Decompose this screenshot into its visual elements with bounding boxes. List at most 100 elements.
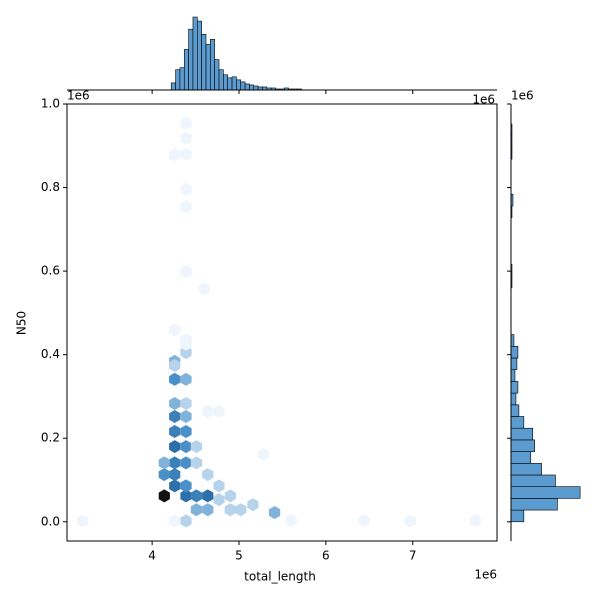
histogram-bar (218, 69, 224, 91)
histogram-bar (205, 44, 211, 91)
histogram-bar (510, 509, 525, 523)
histogram-bar (197, 20, 202, 91)
hexbin-cell (169, 456, 181, 470)
hexbin-cell (224, 503, 236, 517)
hexbin-cell (190, 503, 203, 517)
hexbin-cell (158, 468, 170, 482)
hexbin-cell (180, 337, 192, 351)
histogram-bar (510, 381, 519, 394)
hexbin-cell (180, 456, 192, 470)
histogram-bar (510, 439, 536, 452)
hexbin-cell (198, 282, 210, 296)
x-axis-label: total_length (244, 570, 316, 584)
hexbin-cell (169, 410, 181, 423)
histogram-bar (510, 416, 525, 429)
histogram-bar (170, 82, 176, 91)
hexbin-cell (77, 514, 89, 528)
histogram-bar (510, 462, 542, 476)
top-offset-label: 1e6 (472, 93, 495, 107)
hexbin-cell (169, 148, 181, 162)
x-offset-label: 1e6 (474, 568, 497, 582)
histogram-bar (510, 451, 532, 464)
histogram-bar (231, 76, 237, 91)
hexbin-cell (180, 131, 192, 145)
hexbin-cell (180, 489, 192, 503)
y-tick-label: 0.4 (41, 347, 60, 361)
y-axis-label: N50 (15, 311, 29, 335)
histogram-bar (244, 83, 250, 91)
x-tick-label: 5 (235, 549, 243, 563)
histogram-bar (510, 486, 581, 499)
hexbin-cell (180, 147, 192, 161)
hexbin-cell (180, 116, 192, 130)
hexbin-cell (180, 440, 192, 454)
hexbin-cell (213, 405, 225, 418)
y-tick-label: 0.2 (41, 431, 60, 445)
histogram-bar (223, 74, 229, 91)
hexbin-cell (190, 440, 203, 454)
hexbin-cell (235, 503, 247, 517)
histogram-bar (510, 357, 518, 371)
histogram-bar (236, 79, 242, 91)
right-offset-label: 1e6 (511, 89, 534, 103)
hexbin-cell (169, 514, 181, 528)
histogram-bar (179, 67, 185, 91)
hexbin-cell (169, 359, 181, 372)
hexbin-cell (180, 410, 192, 423)
hexbin-cell (180, 265, 192, 278)
hexbin-cell (202, 503, 214, 517)
hexbin-cell (169, 323, 181, 337)
histogram-bar (240, 81, 246, 91)
x-tick-label: 4 (148, 549, 156, 563)
hexbin-cell (180, 425, 192, 438)
hexbin-cell (358, 514, 370, 528)
hexbin-cell (180, 514, 192, 528)
hexbin-cell (269, 506, 281, 520)
histogram-bar (510, 498, 558, 511)
hexbin-cell (224, 489, 236, 503)
hexbin-cell (180, 372, 192, 386)
hexbin-cell (213, 479, 225, 493)
histogram-bar (510, 474, 556, 487)
hexbin-cell (257, 448, 269, 461)
hexbin-cell (213, 493, 225, 507)
hexbin-cell (169, 479, 181, 493)
histogram-bar (227, 77, 233, 91)
hexbin-cell (202, 489, 214, 503)
histogram-bar (510, 369, 516, 382)
y-tick-label: 0.6 (41, 264, 60, 278)
hexbin-cell (180, 479, 192, 493)
axes-frame (66, 103, 498, 542)
histogram-bar (214, 59, 220, 91)
y-tick-label: 0.0 (41, 514, 60, 528)
histogram-bar (249, 84, 255, 91)
hexbin-cell (169, 397, 181, 410)
histogram-bar (510, 392, 517, 406)
hexbin-cell (169, 440, 181, 454)
y-tick-label: 1.0 (41, 97, 60, 111)
histogram-bar (510, 427, 534, 441)
hexbin-cell (180, 182, 192, 196)
hexbin-cell (469, 514, 481, 528)
hexbin-cell (202, 468, 214, 482)
histogram-bar (253, 85, 259, 91)
histogram-bar (210, 39, 215, 91)
hexbin-cell (169, 372, 181, 386)
hexbin-cell (190, 456, 203, 470)
histogram-bar (201, 33, 207, 91)
hexbin-cell (169, 468, 181, 482)
hexbin-cell (180, 346, 192, 360)
hexbin-cell (190, 489, 203, 503)
histogram-bar (510, 404, 520, 417)
hexbin-cell (202, 405, 214, 418)
hexbin-cell (247, 498, 259, 512)
hexbin-cell (158, 489, 170, 503)
hexbin-cell (180, 199, 192, 213)
histogram-bar (183, 49, 189, 91)
histogram-bar (192, 16, 198, 91)
hexbin-cell (285, 514, 297, 528)
histogram-bar (175, 69, 181, 91)
histogram-bar (510, 346, 519, 359)
hexbin-cell (404, 514, 416, 528)
